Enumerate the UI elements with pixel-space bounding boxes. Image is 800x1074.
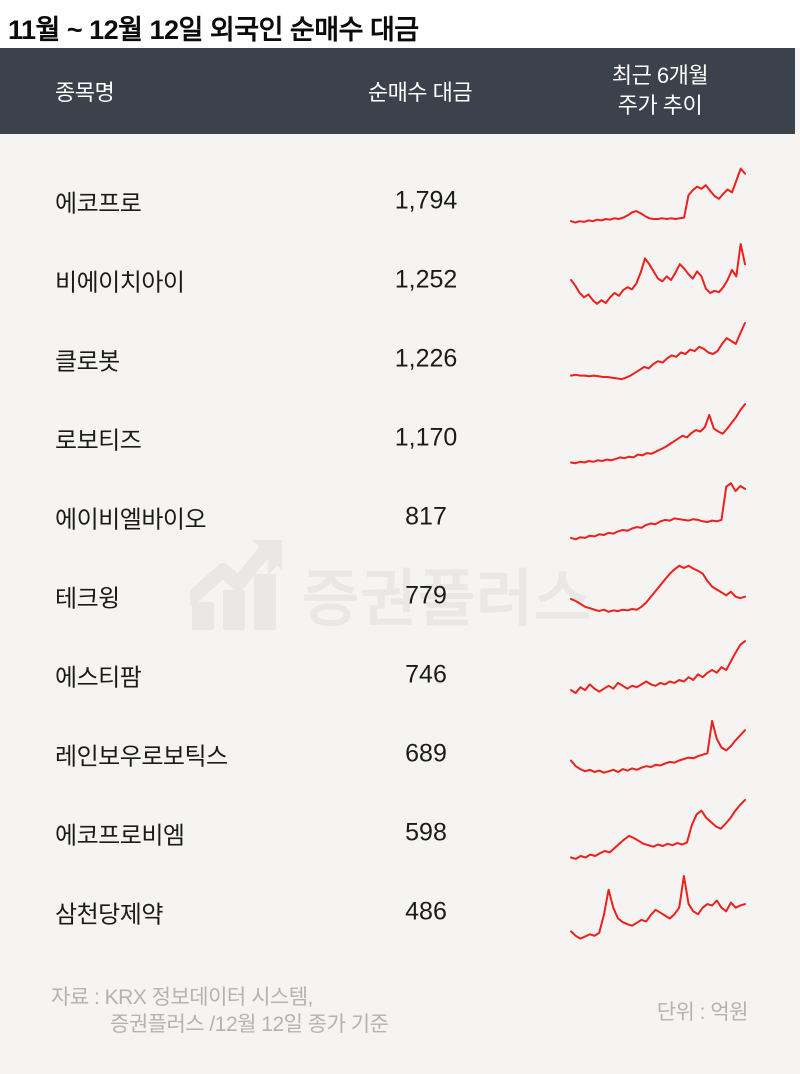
table-row: 비에이치아이 1,252 [0, 240, 800, 319]
table-row: 에코프로 1,794 [0, 161, 800, 240]
column-header-net-buy-amount: 순매수 대금 [367, 80, 473, 105]
sparkline-chart [570, 321, 746, 397]
stock-value: 598 [405, 818, 447, 846]
table-row: 에코프로비엠 598 [0, 793, 800, 872]
table-row: 레인보우로보틱스 689 [0, 714, 800, 793]
source-note-line1: 자료 : KRX 정보데이터 시스템, [51, 986, 313, 1009]
sparkline-path [570, 874, 746, 940]
sparkline-path [570, 639, 746, 694]
sparkline-path [570, 402, 746, 464]
sparkline-chart [570, 479, 746, 555]
column-header-price-trend-line2: 주가 추이 [617, 93, 703, 118]
sparkline-chart [570, 716, 746, 792]
stock-value: 1,226 [394, 344, 458, 372]
stock-name: 에코프로비엠 [55, 822, 185, 849]
sparkline-path [570, 798, 746, 860]
sparkline-path [570, 719, 746, 774]
stock-name: 에이비엘바이오 [55, 506, 207, 533]
stock-value: 817 [405, 502, 447, 530]
stock-name: 에스티팜 [55, 664, 142, 691]
stock-name: 로보티즈 [55, 427, 142, 454]
stock-name: 비에이치아이 [55, 269, 185, 296]
sparkline-path [570, 167, 746, 224]
sparkline-path [570, 481, 746, 540]
source-note-line2: 증권플러스 /12월 12일 종가 기준 [110, 1013, 389, 1036]
sparkline-chart [570, 637, 746, 713]
stock-value: 746 [405, 660, 447, 688]
column-header-stock-name: 종목명 [55, 80, 115, 105]
column-header-price-trend: 최근 6개월 주가 추이 [570, 48, 750, 134]
sparkline-path [570, 564, 746, 613]
sparkline-path [570, 242, 746, 305]
stock-value: 689 [405, 739, 447, 767]
table-row: 에스티팜 746 [0, 635, 800, 714]
unit-label: 단위 : 억원 [656, 1001, 749, 1024]
table-row: 로보티즈 1,170 [0, 398, 800, 477]
stock-value: 1,794 [394, 186, 458, 214]
sparkline-chart [570, 795, 746, 871]
table-row: 테크윙 779 [0, 556, 800, 635]
source-note: 자료 : KRX 정보데이터 시스템, 증권플러스 /12월 12일 종가 기준 [51, 984, 389, 1038]
table-row: 에이비엘바이오 817 [0, 477, 800, 556]
table-row: 클로봇 1,226 [0, 319, 800, 398]
stock-value: 1,170 [394, 423, 458, 451]
stock-name: 클로봇 [55, 348, 120, 375]
column-header-price-trend-line1: 최근 6개월 [611, 63, 709, 89]
table-header: 종목명 순매수 대금 최근 6개월 주가 추이 [0, 48, 795, 134]
stock-value: 1,252 [394, 265, 458, 293]
sparkline-path [570, 321, 746, 380]
sparkline-chart [570, 558, 746, 634]
sparkline-chart [570, 242, 746, 318]
stock-value: 486 [405, 897, 447, 925]
stock-value: 779 [405, 581, 447, 609]
sparkline-chart [570, 400, 746, 476]
table-row: 삼천당제약 486 [0, 872, 800, 951]
sparkline-chart [570, 163, 746, 239]
stock-name: 레인보우로보틱스 [55, 743, 228, 770]
stock-name: 테크윙 [55, 585, 120, 612]
stock-name: 에코프로 [55, 190, 142, 217]
sparkline-chart [570, 874, 746, 950]
table-body: 에코프로 1,794 비에이치아이 1,252 클로봇 1,226 [0, 161, 800, 951]
page-title: 11월 ~ 12월 12일 외국인 순매수 대금 [8, 15, 419, 45]
stock-name: 삼천당제약 [55, 901, 163, 928]
